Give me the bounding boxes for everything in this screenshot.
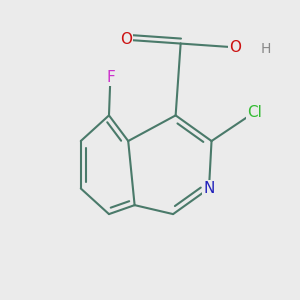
Text: N: N (203, 181, 215, 196)
Text: F: F (106, 70, 115, 85)
Text: H: H (260, 43, 271, 56)
Text: Cl: Cl (247, 105, 262, 120)
Text: O: O (230, 40, 242, 55)
Text: O: O (120, 32, 132, 47)
